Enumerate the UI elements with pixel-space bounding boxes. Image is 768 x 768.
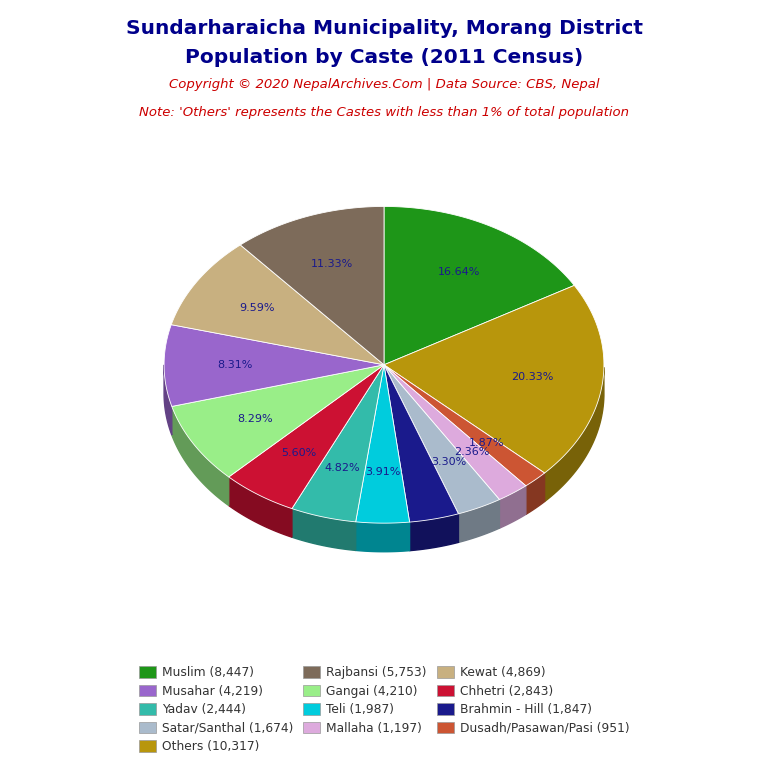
Polygon shape [384,365,458,522]
Text: 8.29%: 8.29% [237,414,273,424]
Polygon shape [171,245,384,365]
Text: 5.60%: 5.60% [281,449,316,458]
Polygon shape [545,367,604,502]
Text: 16.64%: 16.64% [438,266,480,276]
Text: 4.82%: 4.82% [325,463,360,473]
Polygon shape [240,207,384,365]
Text: Copyright © 2020 NepalArchives.Com | Data Source: CBS, Nepal: Copyright © 2020 NepalArchives.Com | Dat… [169,78,599,91]
Polygon shape [229,477,292,537]
Polygon shape [164,365,172,435]
Polygon shape [356,521,409,551]
Polygon shape [384,365,499,514]
Polygon shape [384,207,574,365]
Text: Sundarharaicha Municipality, Morang District: Sundarharaicha Municipality, Morang Dist… [125,19,643,38]
Text: 20.33%: 20.33% [511,372,554,382]
Text: 3.91%: 3.91% [366,468,401,478]
Text: 11.33%: 11.33% [311,259,353,269]
Text: 9.59%: 9.59% [240,303,275,313]
Polygon shape [356,365,409,523]
Text: 3.30%: 3.30% [432,457,466,467]
Text: 2.36%: 2.36% [454,447,489,457]
Text: 3.64%: 3.64% [401,465,436,475]
Polygon shape [499,486,526,528]
Polygon shape [229,365,384,508]
Polygon shape [292,365,384,521]
Polygon shape [172,365,384,477]
Polygon shape [384,365,526,499]
Text: 8.31%: 8.31% [217,360,252,370]
Text: Population by Caste (2011 Census): Population by Caste (2011 Census) [185,48,583,68]
Polygon shape [526,473,545,515]
Text: 1.87%: 1.87% [469,438,505,448]
Polygon shape [384,365,545,486]
Polygon shape [172,406,229,505]
Legend: Muslim (8,447), Musahar (4,219), Yadav (2,444), Satar/Santhal (1,674), Others (1: Muslim (8,447), Musahar (4,219), Yadav (… [134,661,634,758]
Polygon shape [292,508,356,551]
Text: Note: 'Others' represents the Castes with less than 1% of total population: Note: 'Others' represents the Castes wit… [139,106,629,119]
Polygon shape [164,325,384,406]
Polygon shape [409,514,458,551]
Polygon shape [458,499,499,542]
Polygon shape [384,286,604,473]
